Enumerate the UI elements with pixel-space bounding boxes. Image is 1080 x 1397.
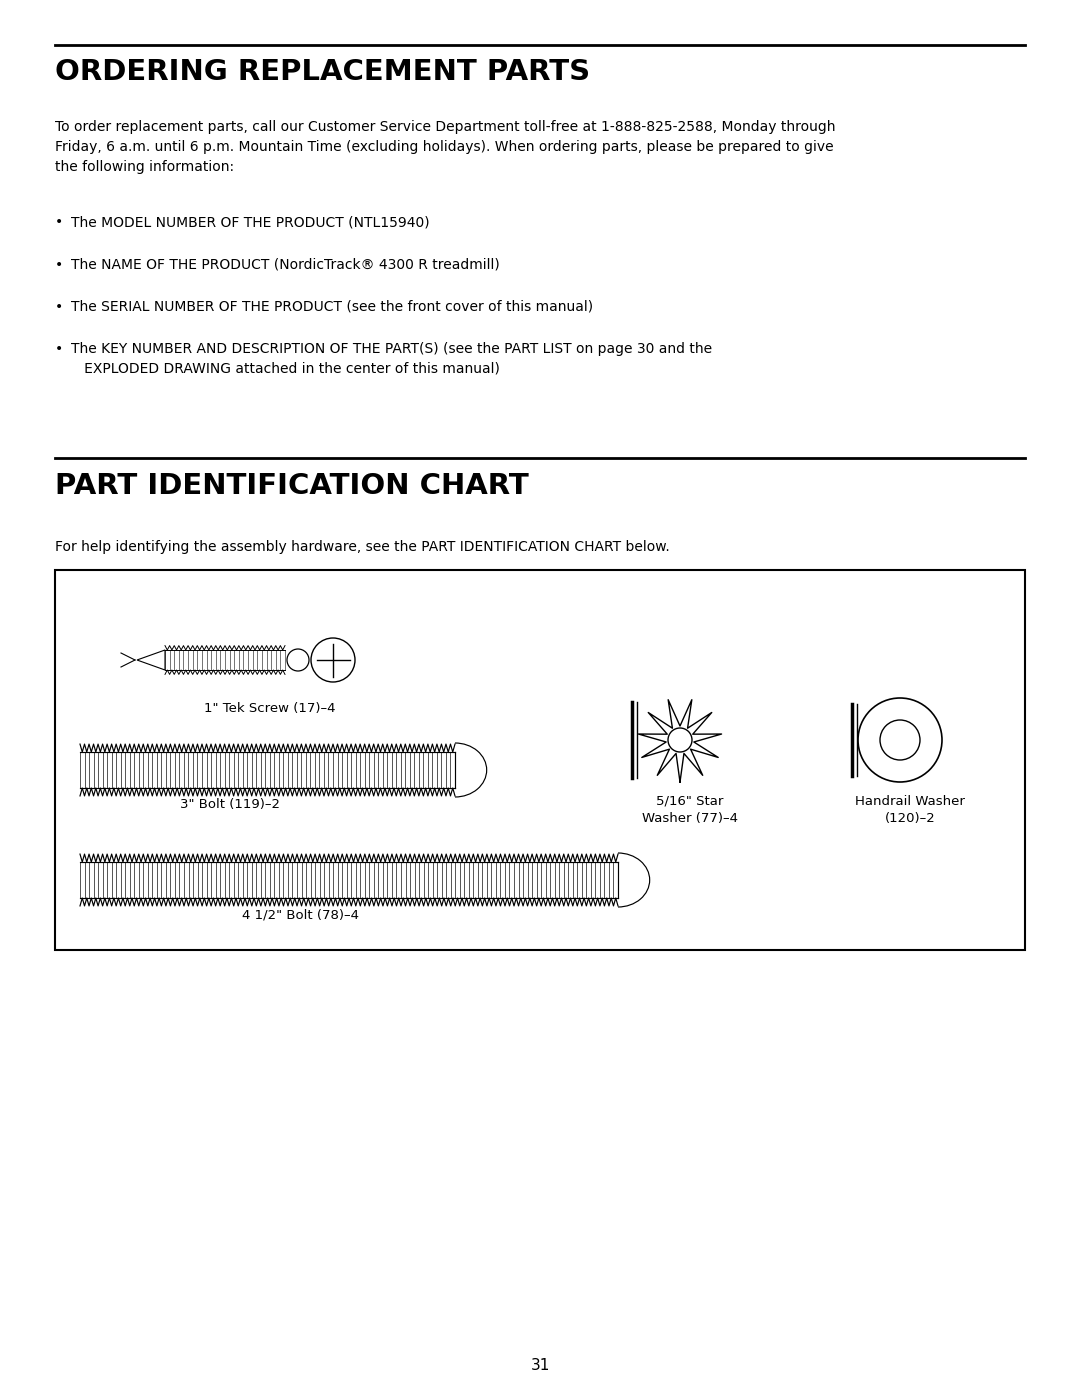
Text: 1" Tek Screw (17)–4: 1" Tek Screw (17)–4 — [204, 703, 336, 715]
Bar — [55, 570, 1025, 950]
Text: To order replacement parts, call our Customer Service Department toll-free at 1-: To order replacement parts, call our Cus… — [55, 120, 836, 175]
Text: •: • — [55, 300, 64, 314]
Text: PART IDENTIFICATION CHART: PART IDENTIFICATION CHART — [55, 472, 529, 500]
Text: 3" Bolt (119)–2: 3" Bolt (119)–2 — [180, 798, 280, 812]
Text: 5/16" Star
Washer (77)–4: 5/16" Star Washer (77)–4 — [642, 795, 738, 826]
Text: Handrail Washer
(120)–2: Handrail Washer (120)–2 — [855, 795, 964, 826]
Text: The KEY NUMBER AND DESCRIPTION OF THE PART(S) (see the PART LIST on page 30 and : The KEY NUMBER AND DESCRIPTION OF THE PA… — [71, 342, 712, 376]
Text: 31: 31 — [530, 1358, 550, 1373]
Text: 4 1/2" Bolt (78)–4: 4 1/2" Bolt (78)–4 — [242, 908, 359, 921]
Text: ORDERING REPLACEMENT PARTS: ORDERING REPLACEMENT PARTS — [55, 59, 590, 87]
Text: The NAME OF THE PRODUCT (NordicTrack® 4300 R treadmill): The NAME OF THE PRODUCT (NordicTrack® 43… — [71, 258, 500, 272]
Text: •: • — [55, 258, 64, 272]
Text: The SERIAL NUMBER OF THE PRODUCT (see the front cover of this manual): The SERIAL NUMBER OF THE PRODUCT (see th… — [71, 300, 593, 314]
Text: •: • — [55, 342, 64, 356]
Text: For help identifying the assembly hardware, see the PART IDENTIFICATION CHART be: For help identifying the assembly hardwa… — [55, 541, 670, 555]
Text: The MODEL NUMBER OF THE PRODUCT (NTL15940): The MODEL NUMBER OF THE PRODUCT (NTL1594… — [71, 215, 430, 229]
Text: •: • — [55, 215, 64, 229]
